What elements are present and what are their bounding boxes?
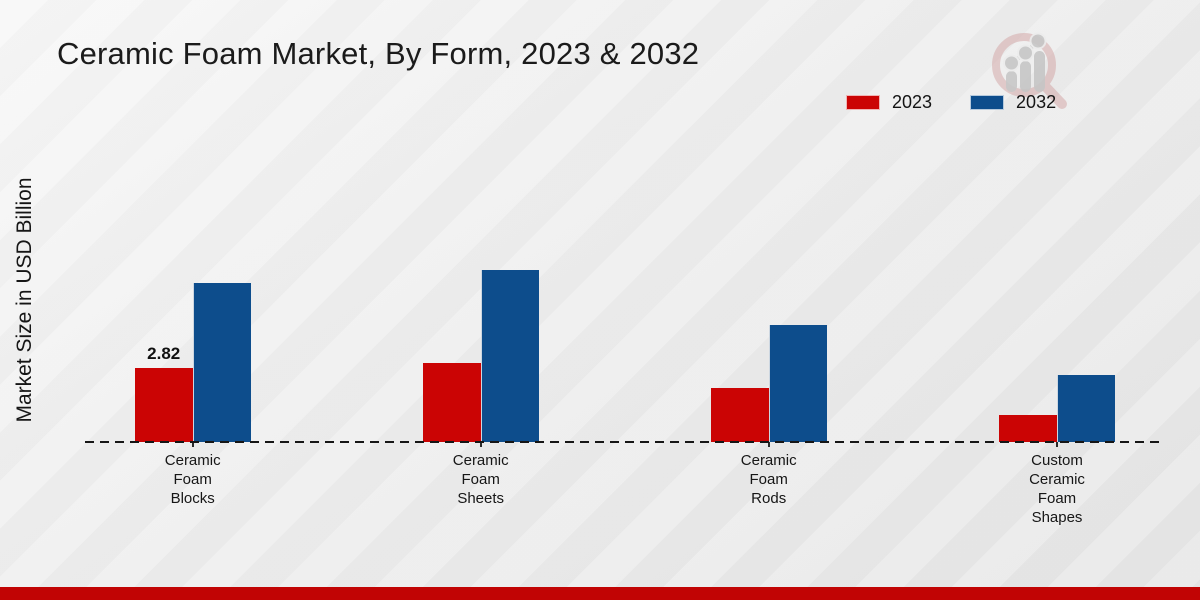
data-label-2023: 2.82 <box>147 344 181 363</box>
legend-label-2023: 2023 <box>892 92 933 112</box>
bar-2032-ceramic-foam-sheets <box>480 270 539 442</box>
plot-area: 2.82 <box>85 149 1165 442</box>
x-axis-ticks-and-labels: Ceramic Foam Blocks Ceramic Foam Sheets Ce… <box>85 442 1165 562</box>
legend-label-2032: 2032 <box>1016 92 1057 112</box>
footer-accent-bar <box>0 587 1200 600</box>
x-axis-tick <box>479 442 482 447</box>
x-tick-label-ceramic-foam-rods: Ceramic Foam Rods <box>740 452 797 507</box>
bar-2032-ceramic-foam-blocks <box>192 283 251 442</box>
y-axis-label: Market Size in USD Billion <box>13 177 36 423</box>
logo-bars-icon <box>1006 51 1045 92</box>
chart-title: Ceramic Foam Market, By Form, 2023 & 203… <box>57 36 700 71</box>
magnifier-ring-icon <box>992 33 1056 97</box>
magnifier-handle-icon <box>1040 81 1067 109</box>
legend-swatch-2032 <box>970 95 1005 110</box>
bar-2023-custom-ceramic-foam-shapes <box>999 415 1057 442</box>
legend-swatch-2023 <box>846 95 880 110</box>
x-tick-label-ceramic-foam-blocks: Ceramic Foam Blocks <box>164 452 221 507</box>
x-tick-label-custom-ceramic-foam-shapes: Custom Ceramic Foam Shapes <box>1029 452 1085 526</box>
logo-watermark <box>992 32 1067 109</box>
bar-2032-custom-ceramic-foam-shapes <box>1057 375 1115 442</box>
bar-2023-ceramic-foam-sheets <box>422 363 481 442</box>
x-axis-tick <box>767 442 770 447</box>
x-axis-tick <box>191 442 194 447</box>
bar-2023-ceramic-foam-blocks <box>134 368 193 442</box>
legend-item-2023: 2023 <box>846 92 932 113</box>
logo-trendline-icon <box>1003 32 1047 72</box>
bar-2032-ceramic-foam-rods <box>768 325 827 442</box>
x-axis-tick <box>1056 442 1058 447</box>
x-axis-line <box>85 441 1165 443</box>
legend-item-2032: 2032 <box>970 92 1056 113</box>
legend: 2023 2032 <box>846 92 1056 113</box>
bar-2023-ceramic-foam-rods <box>710 388 769 442</box>
x-tick-label-ceramic-foam-sheets: Ceramic Foam Sheets <box>452 452 509 507</box>
